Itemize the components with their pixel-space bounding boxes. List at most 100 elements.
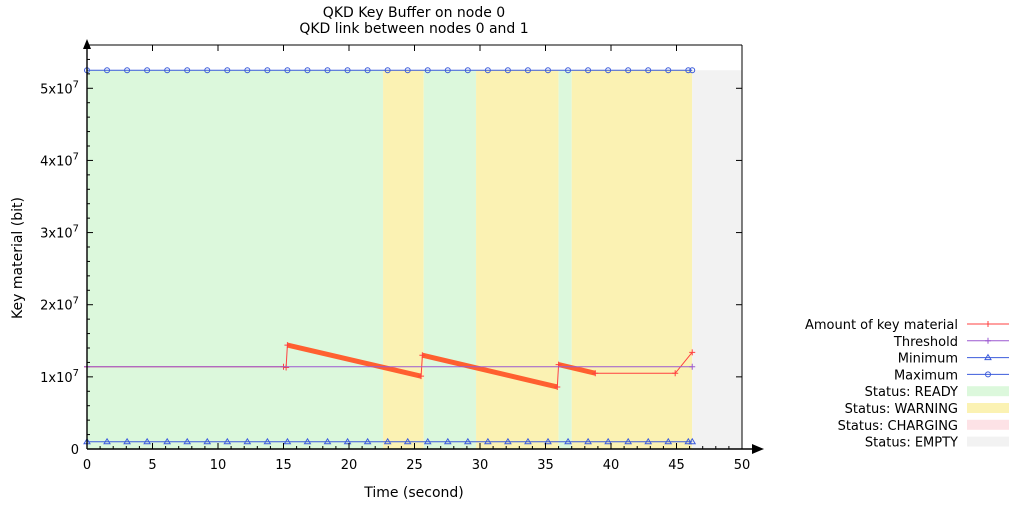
data-point bbox=[544, 67, 551, 74]
legend-label: Minimum bbox=[898, 352, 958, 367]
legend-label: Status: WARNING bbox=[845, 402, 958, 417]
data-point bbox=[484, 67, 491, 74]
data-point bbox=[524, 67, 531, 74]
chart-title: QKD Key Buffer on node 0 bbox=[323, 5, 505, 21]
series-maximum bbox=[84, 67, 696, 74]
y-tick-label: 2x107 bbox=[40, 296, 79, 314]
data-point bbox=[144, 67, 151, 74]
status-band-warning bbox=[383, 70, 424, 449]
data-point bbox=[184, 67, 191, 74]
data-point bbox=[483, 437, 492, 445]
legend-entry: Status: READY bbox=[865, 385, 1009, 400]
data-point bbox=[384, 67, 391, 74]
legend-entry: Maximum bbox=[894, 368, 1009, 383]
chart-subtitle: QKD link between nodes 0 and 1 bbox=[299, 21, 528, 37]
data-point bbox=[383, 437, 392, 445]
x-axis-arrow bbox=[752, 444, 764, 454]
data-point bbox=[344, 67, 351, 74]
y-tick-label: 1x107 bbox=[40, 368, 79, 386]
decay-segment bbox=[421, 352, 558, 390]
data-point bbox=[688, 437, 697, 445]
legend-entry: Status: WARNING bbox=[845, 402, 1009, 417]
data-point bbox=[343, 437, 352, 445]
data-point bbox=[424, 67, 431, 74]
tick-labels: 0 5 10 15 20 25 30 35 40 45 50 0 1x107 2x107 3x107 4x10… bbox=[40, 79, 750, 473]
data-point bbox=[323, 437, 332, 445]
y-axis-label: Key material (bit) bbox=[10, 197, 26, 319]
status-bands bbox=[87, 70, 742, 449]
legend-label: Amount of key material bbox=[805, 318, 958, 333]
data-point bbox=[419, 352, 426, 359]
data-point bbox=[443, 437, 452, 445]
x-tick-label: 15 bbox=[275, 458, 292, 473]
data-point bbox=[284, 67, 291, 74]
y-axis-arrow bbox=[83, 39, 91, 49]
data-point bbox=[224, 67, 231, 74]
data-point bbox=[204, 67, 211, 74]
data-point bbox=[504, 67, 511, 74]
y-tick-label: 3x107 bbox=[40, 224, 79, 242]
data-point bbox=[625, 67, 632, 74]
data-point bbox=[565, 67, 572, 74]
data-point bbox=[363, 437, 372, 445]
legend-label: Status: CHARGING bbox=[838, 419, 958, 434]
legend-marker bbox=[985, 321, 991, 327]
data-point bbox=[685, 67, 692, 74]
data-point bbox=[164, 67, 171, 74]
data-point bbox=[564, 437, 572, 445]
legend-swatch bbox=[967, 436, 1009, 447]
data-point bbox=[284, 342, 291, 349]
data-point bbox=[103, 437, 111, 445]
data-point bbox=[244, 67, 251, 74]
x-tick-label: 40 bbox=[603, 458, 620, 473]
x-axis-label: Time (second) bbox=[363, 485, 464, 501]
legend-swatch bbox=[967, 403, 1009, 413]
x-tick-label: 45 bbox=[668, 458, 685, 473]
decay-segment bbox=[558, 362, 596, 376]
status-band-empty bbox=[692, 70, 742, 449]
decay-segment bbox=[286, 342, 422, 379]
data-point bbox=[324, 67, 331, 74]
series-amount-of-key-material bbox=[84, 342, 696, 390]
data-point bbox=[304, 67, 311, 74]
series-layer bbox=[83, 67, 697, 445]
data-point bbox=[444, 67, 451, 74]
x-tick-label: 20 bbox=[341, 458, 358, 473]
legend-marker bbox=[985, 337, 991, 344]
data-point bbox=[689, 363, 696, 370]
data-point bbox=[464, 67, 471, 74]
legend-entry: Minimum bbox=[898, 352, 1009, 367]
legend-label: Status: READY bbox=[865, 385, 958, 400]
x-tick-label: 25 bbox=[406, 458, 423, 473]
data-point bbox=[283, 364, 290, 371]
legend-entry: Status: EMPTY bbox=[865, 436, 1009, 451]
data-point bbox=[463, 437, 472, 445]
x-tick-label: 5 bbox=[148, 458, 156, 473]
legend-entry: Amount of key material bbox=[805, 318, 1009, 333]
legend-entry: Status: CHARGING bbox=[838, 419, 1009, 434]
data-point bbox=[524, 437, 532, 445]
data-point bbox=[123, 437, 131, 445]
data-point bbox=[283, 437, 292, 445]
data-point bbox=[689, 349, 696, 356]
data-point bbox=[403, 437, 412, 445]
legend-label: Threshold bbox=[893, 335, 958, 350]
legend: Amount of key material Threshold MinimumMa… bbox=[805, 318, 1009, 451]
x-tick-label: 10 bbox=[210, 458, 227, 473]
data-point bbox=[404, 67, 411, 74]
status-band-warning bbox=[571, 70, 693, 449]
data-point bbox=[672, 370, 679, 377]
legend-entry: Threshold bbox=[893, 335, 1009, 350]
data-point bbox=[624, 437, 633, 445]
status-band-ready bbox=[87, 70, 384, 449]
series-minimum bbox=[83, 437, 697, 445]
data-point bbox=[645, 67, 652, 74]
data-point bbox=[423, 437, 432, 445]
data-point bbox=[263, 437, 272, 445]
data-point bbox=[418, 373, 425, 380]
data-point bbox=[203, 437, 212, 445]
data-point bbox=[124, 67, 131, 74]
axes bbox=[83, 39, 764, 454]
x-tick-label: 30 bbox=[472, 458, 489, 473]
y-tick-label: 5x107 bbox=[40, 79, 79, 97]
